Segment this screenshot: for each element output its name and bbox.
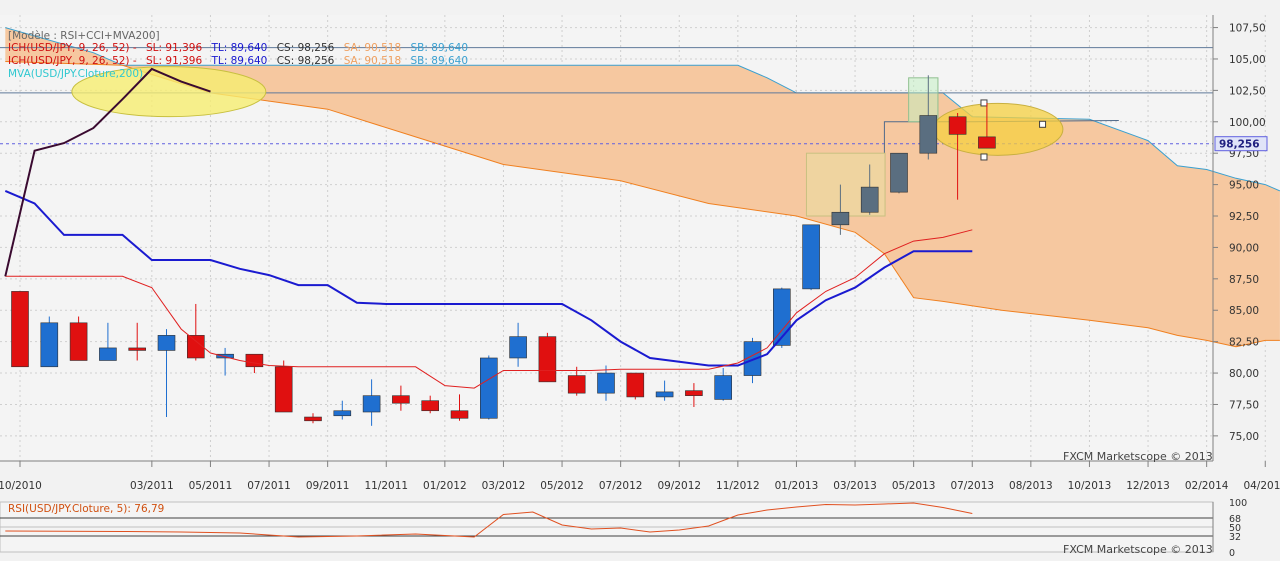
- ichimoku-cloud: [5, 27, 1280, 347]
- x-tick-label: 07/2011: [247, 480, 291, 492]
- candle-body: [216, 353, 234, 359]
- candle-body: [245, 353, 264, 368]
- candle-body: [743, 341, 762, 376]
- x-tick-label: 07/2012: [599, 480, 643, 492]
- x-tick-label: 07/2013: [950, 480, 994, 492]
- candle-body: [69, 322, 88, 361]
- candle-body: [99, 347, 117, 361]
- candle-body: [685, 390, 703, 396]
- watermark-main: FXCM Marketscope © 2013: [1063, 450, 1213, 463]
- y-tick-label: 75,00: [1229, 431, 1259, 443]
- x-tick-label: 05/2012: [540, 480, 584, 492]
- candle-body: [450, 410, 469, 419]
- candle-body: [802, 224, 820, 290]
- current-price-label: 98,256: [1219, 139, 1260, 151]
- candle-body: [304, 416, 322, 422]
- x-tick-label: 02/2014: [1185, 480, 1229, 492]
- candle-body: [567, 375, 586, 394]
- x-tick-label: 03/2012: [482, 480, 526, 492]
- candle-body: [860, 186, 879, 213]
- x-tick-label: 03/2011: [130, 480, 174, 492]
- highlight-ellipse-left: [71, 66, 267, 118]
- y-tick-label: 77,50: [1229, 399, 1259, 411]
- kijun-line: [5, 229, 973, 389]
- rsi-tick-label: 68: [1229, 514, 1241, 525]
- legend-mva: MVA(USD/JPY.Cloture,200): [8, 68, 144, 80]
- current-price-box: [1214, 136, 1268, 152]
- y-tick-label: 90,00: [1229, 242, 1259, 254]
- y-tick-label: 82,50: [1229, 337, 1259, 349]
- candle-body: [597, 372, 615, 394]
- candle-body: [509, 336, 527, 359]
- candle-body: [919, 115, 938, 154]
- ellipse-handle: [980, 99, 988, 107]
- candle-body: [40, 322, 59, 368]
- x-tick-label: 09/2012: [657, 480, 701, 492]
- rsi-legend: RSI(USD/JPY.Cloture, 5): 76,79: [8, 503, 165, 515]
- candle-body: [978, 136, 996, 149]
- candle-body: [187, 335, 205, 359]
- candle-body: [626, 372, 645, 398]
- candle-body: [333, 410, 352, 417]
- x-tick-label: 04/2014: [1243, 480, 1280, 492]
- candle-body: [392, 395, 410, 404]
- rsi-line: [5, 502, 973, 538]
- x-tick-label: 11/2011: [364, 480, 408, 492]
- x-tick-label: 09/2011: [306, 480, 350, 492]
- y-tick-label: 100,00: [1229, 117, 1266, 129]
- highlight-box-2: [908, 77, 939, 123]
- y-tick-label: 92,50: [1229, 211, 1259, 223]
- y-tick-label: 80,00: [1229, 368, 1259, 380]
- y-tick-label: 107,50: [1229, 23, 1266, 35]
- x-tick-label: 12/2013: [1126, 480, 1170, 492]
- x-tick-label: 03/2013: [833, 480, 877, 492]
- y-tick-label: 95,00: [1229, 180, 1259, 192]
- candle-body: [714, 375, 733, 400]
- candle-body: [890, 152, 908, 193]
- x-tick-label: 01/2013: [775, 480, 819, 492]
- candle-body: [948, 116, 967, 135]
- x-tick-label: 05/2013: [892, 480, 936, 492]
- candle-body: [479, 357, 498, 419]
- legend-ich: ICH(USD/JPY, 9, 26, 52) - SL: 91,396 TL:…: [8, 42, 468, 54]
- x-tick-label: 10/2013: [1068, 480, 1112, 492]
- candle-body: [831, 211, 850, 226]
- x-tick-label: 01/2012: [423, 480, 467, 492]
- candle-body: [421, 400, 440, 412]
- senkou-b-line: [5, 27, 1280, 192]
- x-tick-label: 05/2011: [189, 480, 233, 492]
- candle-body: [157, 335, 176, 351]
- y-tick-label: 105,00: [1229, 54, 1266, 66]
- candle-body: [362, 395, 381, 413]
- legend-ich-repeat: ICH(USD/JPY, 9, 26, 52) - SL: 91,396 TL:…: [8, 55, 468, 67]
- rsi-tick-label: 32: [1229, 532, 1241, 543]
- ellipse-handle: [980, 153, 988, 161]
- x-tick-label: 08/2013: [1009, 480, 1053, 492]
- rsi-tick-label: 0: [1229, 548, 1235, 557]
- ellipse-handle: [1039, 120, 1047, 128]
- candle-body: [274, 366, 293, 413]
- y-tick-label: 85,00: [1229, 305, 1259, 317]
- y-tick-label: 102,50: [1229, 85, 1266, 97]
- rsi-tick-label: 100: [1229, 498, 1247, 509]
- candle-body: [655, 391, 674, 398]
- x-tick-label: 11/2012: [716, 480, 760, 492]
- candle-body: [11, 291, 29, 368]
- candle-body: [538, 336, 557, 383]
- tenkan-line: [4, 189, 973, 367]
- candle-body: [128, 347, 146, 351]
- y-tick-label: 87,50: [1229, 274, 1259, 286]
- rsi-tick-label: 50: [1229, 523, 1241, 534]
- watermark-rsi: FXCM Marketscope © 2013: [1063, 543, 1213, 556]
- x-tick-label: 10/2010: [0, 480, 42, 492]
- legend-model: [Modèle : RSI+CCI+MVA200]: [8, 30, 160, 42]
- chikou-line: [4, 67, 211, 277]
